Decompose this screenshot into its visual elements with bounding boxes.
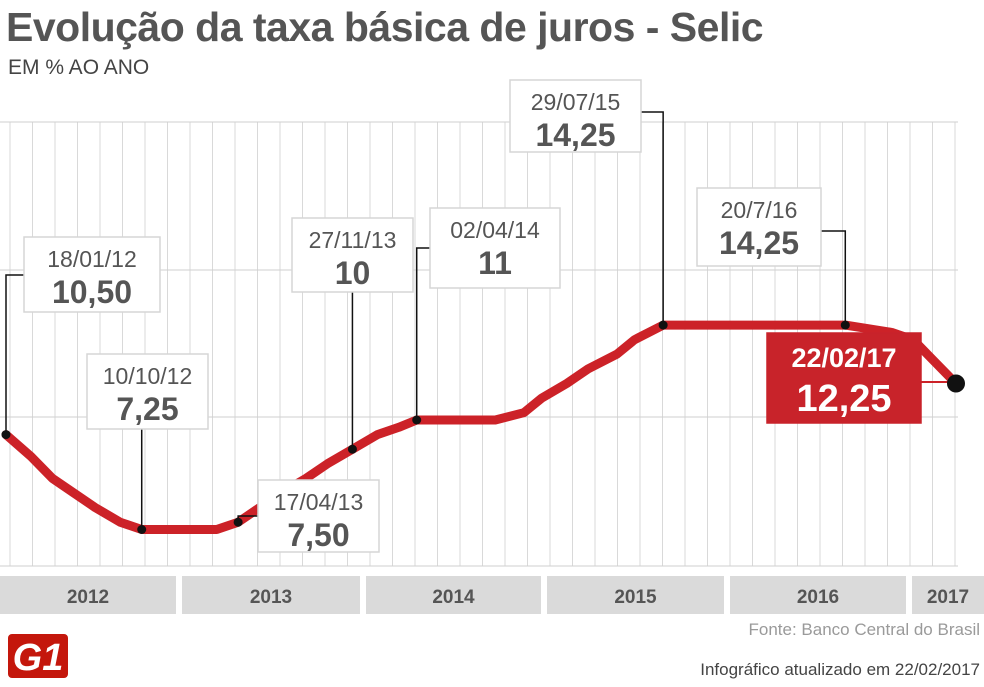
annotation-date: 29/07/15 [531,89,621,115]
annotation-ann-2017-02: 22/02/17 12,25 [766,332,965,424]
year-band-2016 [730,576,906,614]
annotation-date: 20/7/16 [721,197,798,223]
annotation-date: 02/04/14 [450,217,540,243]
year-band-2012 [0,576,176,614]
year-label-2012: 2012 [67,587,109,608]
annotation-box [429,207,561,289]
annotation-box [766,332,922,424]
year-label-2016: 2016 [797,587,839,608]
year-label-2014: 2014 [432,587,475,608]
annotation-value: 10,50 [52,274,132,310]
annotation-leader [641,111,664,326]
annotation-value: 7,25 [116,391,178,427]
annotation-date: 18/01/12 [47,246,137,272]
data-point-marker [412,415,422,425]
year-band-2014 [366,576,541,614]
year-axis: 2012 2013 2014 2015 2016 2017 [0,576,984,614]
data-point-marker [347,444,357,454]
year-label-2017: 2017 [927,587,969,608]
annotation-box [509,79,642,153]
annotation-date: 22/02/17 [791,343,896,373]
annotation-date: 10/10/12 [103,363,193,389]
data-point-marker [658,320,668,330]
data-point-marker [233,517,243,527]
data-point-marker [840,320,850,330]
annotations: 18/01/1210,5010/10/127,2517/04/137,5027/… [1,79,965,553]
g1-logo: G1 [8,634,68,683]
annotation-box [696,187,822,267]
annotation-leader [5,274,24,435]
annotation-ann-2013-04: 17/04/137,50 [233,479,380,553]
update-note: Infográfico atualizado em 22/02/2017 [700,660,980,679]
data-point-marker [1,430,11,440]
annotation-box [257,479,380,553]
year-band-2017 [912,576,984,614]
annotation-value: 14,25 [535,117,615,153]
annotation-date: 27/11/13 [309,227,397,253]
annotation-leader [415,247,430,420]
year-band-2015 [547,576,724,614]
annotation-leader [821,230,847,326]
chart-title: Evolução da taxa básica de juros - Selic [6,4,764,50]
chart-subtitle: EM % AO ANO [8,56,150,79]
year-band-2013 [182,576,360,614]
annotation-box [291,217,414,293]
year-label-2015: 2015 [614,587,657,608]
source-note: Fonte: Banco Central do Brasil [748,620,980,639]
g1-logo-text: G1 [13,637,64,678]
annotation-date: 17/04/13 [274,489,364,515]
year-label-2013: 2013 [250,587,292,608]
annotation-value: 14,25 [719,225,799,261]
annotation-box [86,353,209,430]
annotation-ann-2012-10: 10/10/127,25 [86,353,209,534]
annotation-value: 12,25 [796,378,891,420]
annotation-box [23,236,161,313]
annotation-value: 7,50 [287,517,349,553]
annotation-value: 10 [335,255,371,291]
data-point-marker [947,374,965,393]
annotation-value: 11 [478,245,512,281]
data-point-marker [137,525,147,534]
